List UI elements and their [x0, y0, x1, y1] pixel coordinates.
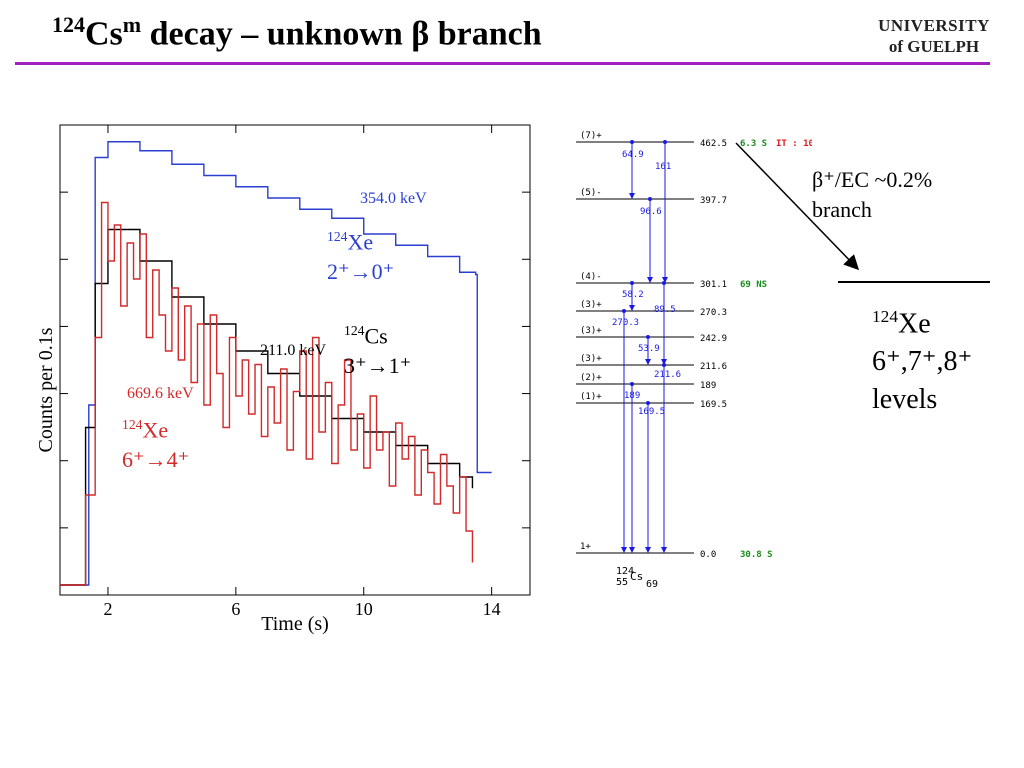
level-energy-7: 169.5 [700, 400, 727, 410]
transition-label-9: 169.5 [638, 407, 665, 417]
title-element: Cs [85, 15, 123, 53]
level-spin-6: (2)+ [580, 373, 602, 383]
level-energy-2: 301.1 [700, 280, 727, 290]
level-lines: (7)+ 462.5 6.3 S IT : 100 % (5)- 397.7 (4)- 301… [576, 131, 812, 560]
university-logo: UNIVERSITY of GUELPH [878, 16, 990, 56]
level-scheme: (7)+ 462.5 6.3 S IT : 100 % (5)- 397.7 (4)- 301… [576, 131, 812, 590]
transition-label-8: 189 [624, 391, 640, 401]
transition-label-7: 211.6 [654, 370, 681, 380]
blue-nucleus-symbol: Xe [347, 229, 374, 255]
transition-arrows: 64.9 161 96.6 58.2 89.5 270.3 53.9 211.6 189 169.… [612, 140, 681, 553]
level-spin-7: (1)+ [580, 392, 602, 402]
branch-word: branch [812, 197, 872, 222]
blue-transition: 2⁺→0⁺ [327, 259, 395, 285]
blue-annotation: 124Xe 2⁺→0⁺ [327, 222, 394, 287]
xe-nucleus: 124Xe [872, 298, 972, 343]
blue-energy-label: 354.0 keV [360, 190, 427, 207]
level-extra-0: IT : 100 % [776, 139, 812, 149]
black-transition: 3⁺→1⁺ [344, 353, 412, 379]
transition-label-0: 64.9 [622, 150, 644, 160]
level-spin-1: (5)- [580, 188, 602, 198]
level-energy-1: 397.7 [700, 196, 727, 206]
slide-title: 124Csm decay – unknown β branch [52, 12, 542, 53]
title-meta: m [122, 12, 142, 37]
series-669-6-keV-line [60, 201, 474, 586]
level-energy-8: 0.0 [700, 550, 716, 560]
chart-series [60, 141, 492, 586]
series-354-0-keV-line [60, 141, 492, 586]
y-axis-label: Counts per 0.1s [35, 327, 57, 452]
xe-levels-word: levels [872, 384, 938, 416]
level-spin-3: (3)+ [580, 300, 602, 310]
level-spin-4: (3)+ [580, 326, 602, 336]
title-rule [15, 62, 990, 65]
transition-label-5: 270.3 [612, 318, 639, 328]
branch-note: β⁺/EC ~0.2% branch [812, 165, 932, 225]
x-tick-label-0: 2 [103, 599, 112, 619]
xe-nucleus-symbol: Xe [898, 308, 931, 340]
xe-spins: 6⁺,7⁺,8⁺ [872, 346, 973, 378]
black-nucleus-mass: 124 [344, 323, 365, 338]
level-energy-0: 462.5 [700, 139, 727, 149]
level-energy-3: 270.3 [700, 308, 727, 318]
logo-line2: of GUELPH [889, 37, 979, 56]
red-nucleus-symbol: Xe [142, 417, 169, 443]
nucleus-z: 55 [616, 577, 628, 588]
xe-level-line [838, 281, 990, 283]
blue-nucleus-mass: 124 [327, 229, 348, 244]
red-annotation: 124Xe 6⁺→4⁺ [122, 410, 189, 475]
xe-levels-note: 124Xe 6⁺,7⁺,8⁺ levels [872, 298, 972, 419]
x-axis-label: Time (s) [261, 613, 329, 635]
transition-label-2: 96.6 [640, 207, 662, 217]
x-tick-label-2: 10 [355, 599, 373, 619]
level-spin-8: 1+ [580, 542, 591, 552]
nucleus-label: 124 55 Cs 69 [616, 566, 658, 590]
title-mass: 124 [52, 12, 85, 37]
axis-ticks [60, 125, 530, 595]
transition-label-4: 89.5 [654, 305, 676, 315]
transition-label-3: 58.2 [622, 290, 644, 300]
x-tick-label-3: 14 [483, 599, 501, 619]
nucleus-mass: 124 [616, 566, 634, 577]
red-transition: 6⁺→4⁺ [122, 447, 190, 473]
branch-arrow [735, 142, 860, 271]
level-energy-6: 189 [700, 381, 716, 391]
branch-text: β⁺/EC ~0.2% [812, 167, 933, 192]
black-nucleus: 124Cs [344, 316, 411, 351]
level-spin-5: (3)+ [580, 354, 602, 364]
x-tick-labels: 2 6 10 14 [103, 599, 500, 619]
blue-nucleus: 124Xe [327, 222, 394, 257]
level-energy-4: 242.9 [700, 334, 727, 344]
level-halflife-8: 30.8 S [740, 550, 773, 560]
level-halflife-0: 6.3 S [740, 139, 767, 149]
nucleus-n: 69 [646, 579, 658, 590]
red-energy-label: 669.6 keV [127, 385, 194, 402]
x-tick-label-1: 6 [231, 599, 240, 619]
logo-line1: UNIVERSITY [878, 16, 990, 35]
level-energy-5: 211.6 [700, 362, 727, 372]
decay-time-chart: 2 6 10 14 Time (s) Counts per 0.1s 354.0 ke… [35, 124, 531, 635]
nucleus-symbol: Cs [630, 570, 643, 583]
level-halflife-2: 69 NS [740, 280, 767, 290]
black-annotation: 124Cs 3⁺→1⁺ [344, 316, 411, 381]
transition-label-1: 161 [655, 162, 671, 172]
red-nucleus-mass: 124 [122, 417, 143, 432]
title-rest: decay – unknown β branch [141, 15, 542, 53]
black-energy-label: 211.0 keV [260, 342, 327, 359]
xe-nucleus-mass: 124 [872, 307, 899, 326]
black-nucleus-symbol: Cs [364, 323, 388, 349]
transition-label-6: 53.9 [638, 344, 660, 354]
level-spin-0: (7)+ [580, 131, 602, 141]
plot-frame [59, 124, 531, 596]
level-spin-2: (4)- [580, 272, 602, 282]
series-211-0-keV-line [60, 228, 474, 586]
red-nucleus: 124Xe [122, 410, 189, 445]
